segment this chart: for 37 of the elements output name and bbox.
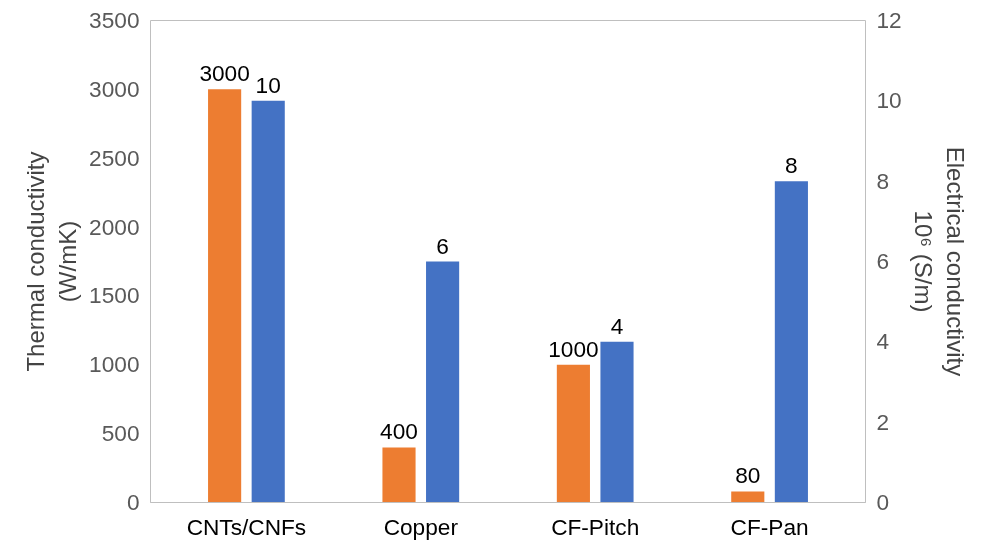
y-tick-label: 3000 [89, 75, 140, 102]
y2-tick-label: 4 [876, 328, 890, 355]
data-label: 1000 [548, 335, 599, 362]
data-label: 4 [610, 312, 624, 339]
x-tick-label: CF-Pan [730, 513, 809, 540]
x-tick-label: CF-Pitch [551, 513, 640, 540]
bar [731, 491, 765, 503]
bar [774, 181, 808, 503]
bar [426, 261, 460, 503]
bar [251, 100, 285, 503]
data-label: 400 [380, 418, 418, 445]
data-label: 3000 [199, 60, 250, 87]
y-axis-title: Thermal conductivity (W/mK) [21, 151, 82, 372]
y-tick-label: 0 [126, 489, 140, 515]
y-tick-label: 3500 [89, 7, 140, 33]
y2-tick-label: 6 [876, 248, 890, 274]
y2-tick-label: 8 [876, 167, 890, 194]
bar [382, 447, 416, 503]
y-tick-label: 1000 [89, 351, 140, 378]
x-tick-label: CNTs/CNFs [186, 513, 307, 540]
y-tick-label: 2000 [89, 213, 140, 240]
data-label: 8 [785, 152, 798, 179]
y2-tick-label: 0 [876, 489, 890, 515]
bar [556, 364, 590, 503]
y-tick-label: 1500 [89, 282, 140, 309]
y2-axis-title: Electrical conductivity 10⁶ (S/m) [909, 146, 970, 377]
data-label: 10 [255, 71, 281, 98]
y-tick-label: 500 [101, 420, 140, 447]
y-tick-label: 2500 [89, 144, 140, 171]
x-tick-label: Copper [383, 513, 459, 540]
bar [208, 89, 242, 503]
y2-tick-label: 12 [876, 7, 902, 33]
data-label: 6 [436, 232, 449, 259]
bar [600, 341, 634, 503]
y2-tick-label: 2 [876, 408, 890, 435]
y2-tick-label: 10 [876, 87, 902, 114]
data-label: 80 [735, 462, 761, 489]
